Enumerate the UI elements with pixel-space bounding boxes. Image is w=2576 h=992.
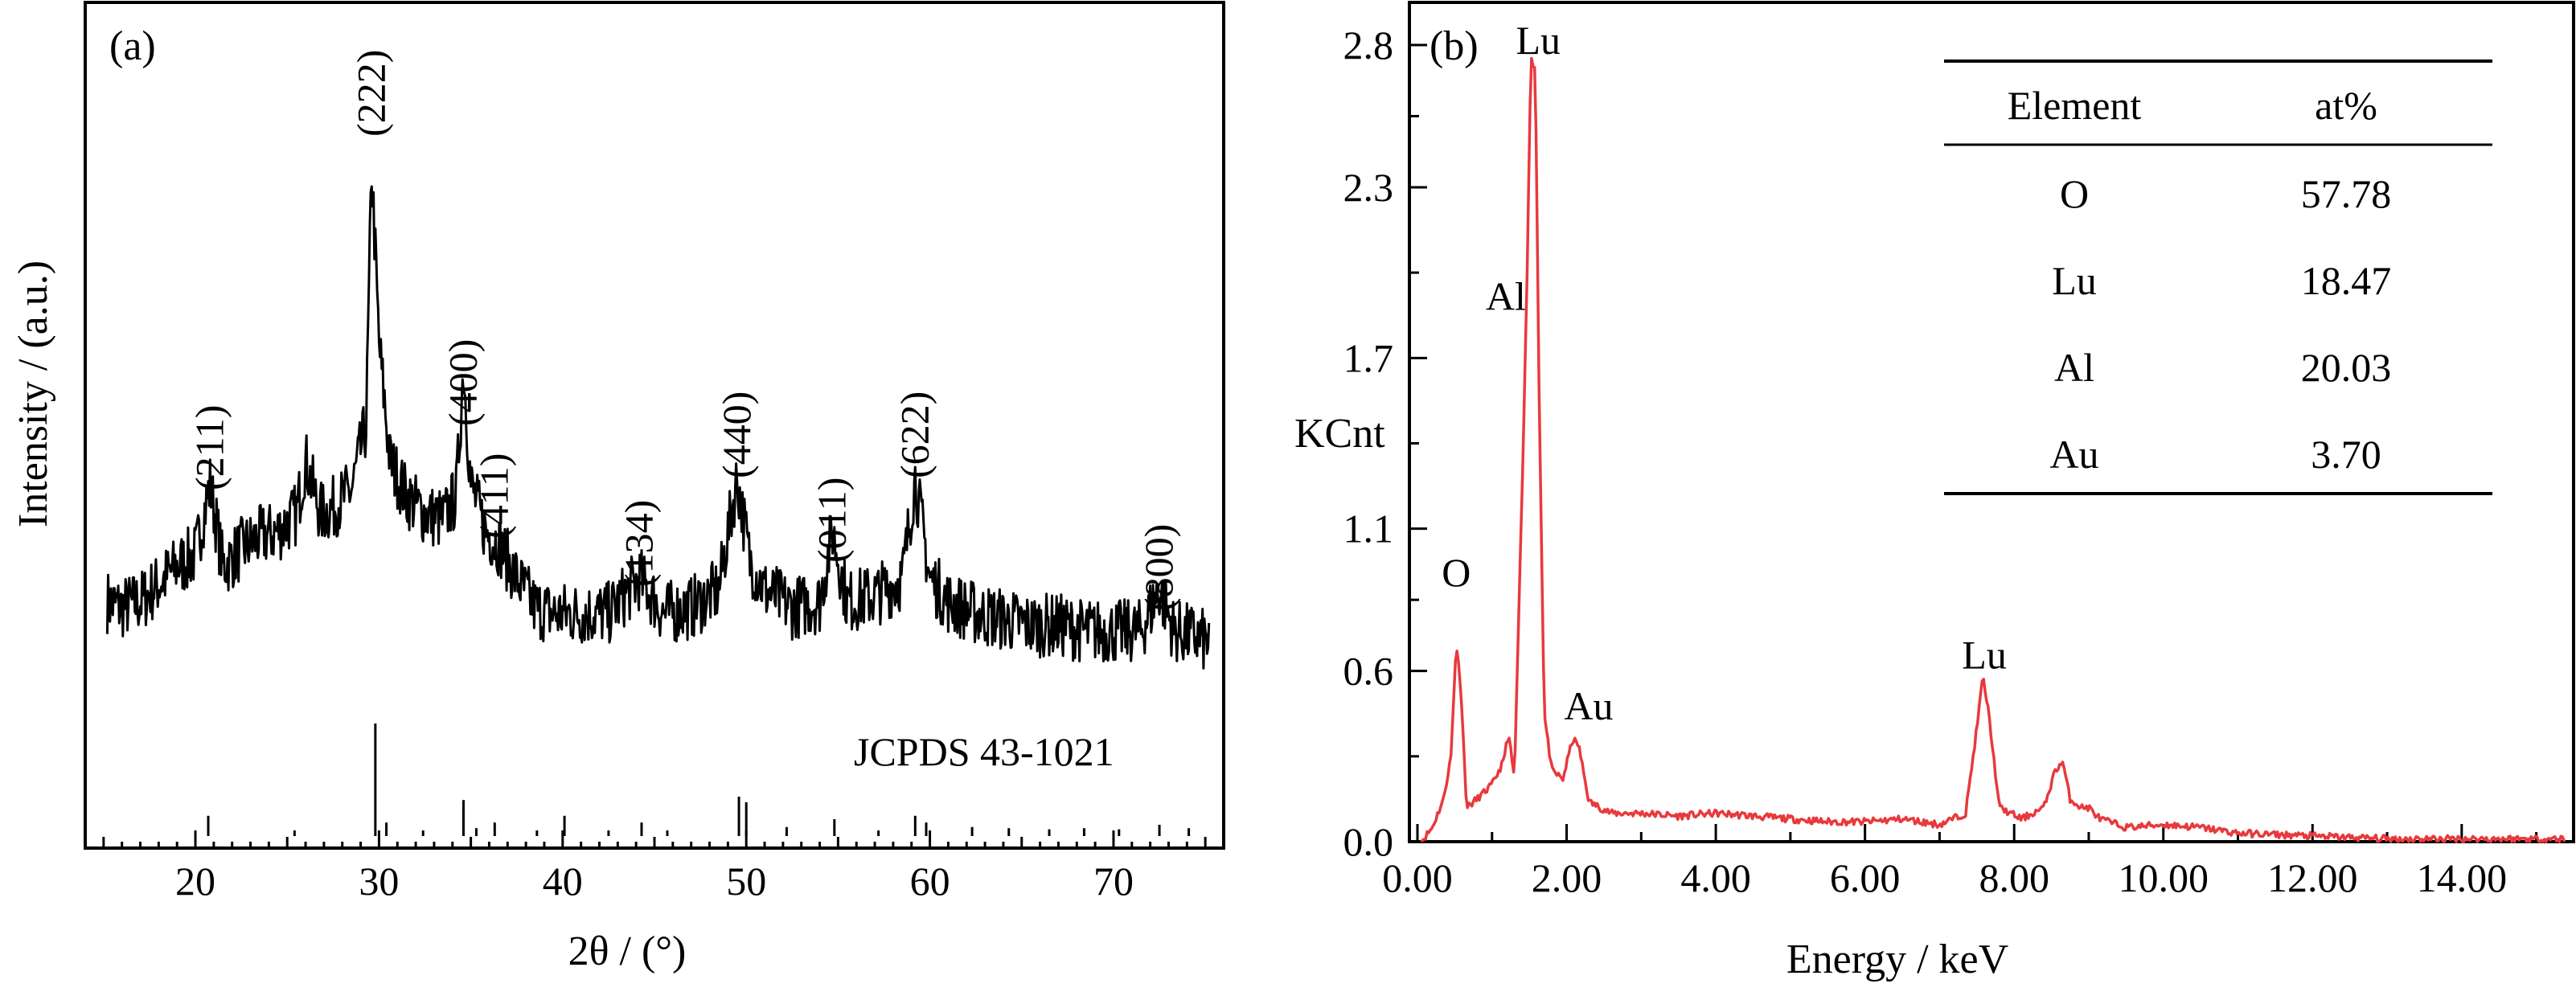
x-tick-label: 0.00 [1382, 855, 1453, 900]
x-tick-label: 2.00 [1532, 855, 1602, 900]
x-tick-label: 8.00 [1979, 855, 2049, 900]
x-tick-label: 30 [359, 859, 399, 904]
table-cell-element: Al [2054, 345, 2094, 390]
peak-label: (440) [714, 391, 759, 478]
peak-label: (134) [617, 500, 662, 587]
peak-label: (211) [187, 405, 232, 490]
table-cell-at-percent: 20.03 [2301, 345, 2392, 390]
table-cell-element: Lu [2052, 258, 2097, 303]
panel-b-element-labels: O Lu Al Au Lu [1442, 18, 2007, 728]
peak-label: (222) [348, 50, 393, 137]
table-header-at-percent: at% [2315, 83, 2377, 128]
x-tick-label: 4.00 [1680, 855, 1751, 900]
panel-b-label: (b) [1430, 23, 1479, 69]
peak-label: (800) [1136, 524, 1181, 611]
peak-label: (622) [892, 391, 937, 478]
panel-b-eds-line [1420, 56, 2566, 843]
element-label: Lu [1962, 632, 2007, 677]
y-tick-label: 2.8 [1343, 23, 1394, 68]
panel-b: (b) 0.00 2.00 4.00 6.00 8.00 10.00 12.00 14.00 … [1294, 1, 2575, 982]
table-cell-element: Au [2049, 432, 2098, 477]
panel-a-y-axis-label: Intensity / (a.u.) [10, 260, 56, 527]
y-tick-label: 2.3 [1343, 165, 1394, 210]
x-tick-label: 14.00 [2417, 855, 2508, 900]
x-tick-label: 6.00 [1830, 855, 1901, 900]
y-tick-label: 1.7 [1343, 335, 1394, 380]
table-cell-element: O [2060, 171, 2089, 216]
x-tick-label: 70 [1093, 859, 1134, 904]
y-tick-label: 1.1 [1343, 506, 1394, 551]
x-tick-label: 10.00 [2118, 855, 2209, 900]
y-tick-label: 0.6 [1343, 649, 1394, 694]
panel-a-peak-labels: (211) (222) (400) (411) (134) (440) (011) (622)… [187, 50, 1181, 611]
y-tick-label: 0.0 [1343, 819, 1394, 864]
x-tick-label: 20 [175, 859, 215, 904]
panel-a: (a) 20 30 40 50 60 70 (211) (222) (400) (411) (13… [10, 1, 1225, 974]
element-label: Lu [1516, 18, 1561, 63]
x-tick-label: 60 [910, 859, 950, 904]
element-label: O [1442, 550, 1471, 595]
element-label: Au [1564, 683, 1613, 728]
table-header-element: Element [2008, 83, 2142, 128]
table-cell-at-percent: 18.47 [2301, 258, 2392, 303]
panel-a-x-axis-label: 2θ / (°) [568, 928, 687, 974]
table-cell-at-percent: 3.70 [2311, 432, 2381, 477]
panel-a-frame [84, 1, 1225, 850]
peak-label: (411) [471, 453, 516, 539]
panel-a-reference-lines [207, 724, 1191, 836]
panel-a-reference-label: JCPDS 43-1021 [854, 729, 1114, 774]
element-label: Al [1486, 273, 1526, 318]
x-tick-label: 40 [543, 859, 583, 904]
peak-label: (011) [810, 478, 855, 563]
x-tick-label: 50 [726, 859, 766, 904]
peak-label: (400) [440, 339, 485, 426]
panel-b-frame [1408, 1, 2575, 843]
panel-b-x-axis-label: Energy / keV [1786, 937, 2008, 982]
panel-b-y-axis-label: KCnt [1294, 411, 1385, 457]
panel-b-y-ticks: 0.0 0.6 1.1 1.7 2.3 2.8 [1343, 23, 1427, 864]
panel-a-label: (a) [109, 23, 156, 69]
panel-a-x-ticks: 20 30 40 50 60 70 [102, 830, 1207, 904]
x-tick-label: 12.00 [2267, 855, 2358, 900]
panel-b-x-ticks: 0.00 2.00 4.00 6.00 8.00 10.00 12.00 14.00 [1382, 824, 2538, 900]
panel-a-xrd-line [105, 185, 1211, 670]
composition-table: Element at% O 57.78 Lu 18.47 Al 20.03 Au 3.70 [1944, 59, 2492, 495]
table-cell-at-percent: 57.78 [2301, 171, 2392, 216]
